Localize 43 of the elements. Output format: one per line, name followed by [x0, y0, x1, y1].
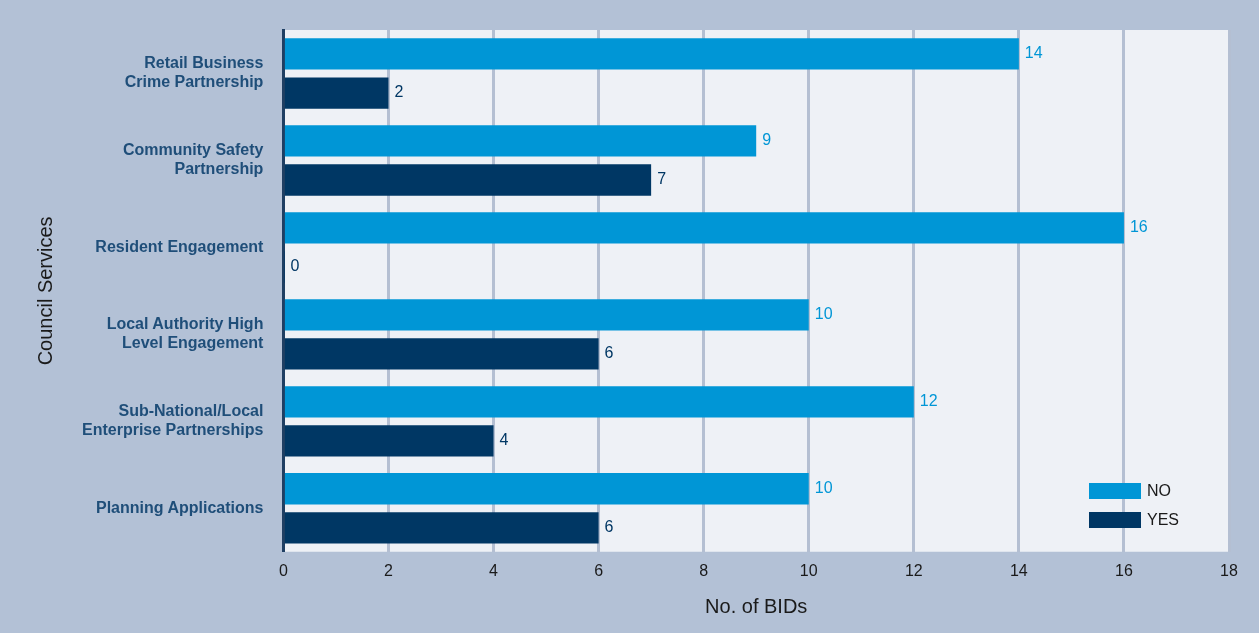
- x-tick-label: 8: [699, 561, 709, 579]
- y-tick-label: Retail Business Crime Partnership: [124, 54, 264, 91]
- x-tick-label: 6: [594, 561, 604, 579]
- y-tick-label: Resident Engagement: [95, 237, 265, 255]
- data-label: 10: [814, 305, 833, 323]
- bar: [284, 299, 809, 331]
- data-label: 7: [657, 170, 667, 188]
- bar: [284, 212, 1124, 244]
- x-tick-label: 10: [799, 561, 818, 579]
- x-tick-label: 16: [1115, 561, 1133, 579]
- data-label: 9: [762, 131, 772, 149]
- x-tick-label: 14: [1009, 561, 1028, 579]
- x-tick-label: 18: [1220, 561, 1238, 579]
- bar: [284, 164, 652, 196]
- x-tick-label: 12: [904, 561, 923, 579]
- y-tick-label: Local Authority High Level Engagement: [106, 315, 265, 352]
- y-tick-label: Community Safety Partnership: [122, 141, 264, 178]
- bar: [284, 386, 914, 418]
- data-label: 4: [499, 431, 509, 449]
- bar: [284, 338, 599, 370]
- data-label: 6: [604, 518, 614, 536]
- bar: [284, 473, 809, 505]
- bar: [284, 512, 599, 544]
- data-label: 16: [1129, 218, 1148, 236]
- legend-label: YES: [1147, 511, 1180, 530]
- data-label: 2: [394, 83, 404, 101]
- x-axis-title: No. of BIDs: [705, 594, 808, 617]
- data-label: 10: [814, 479, 833, 497]
- bar: [284, 125, 757, 157]
- x-tick-label: 4: [489, 561, 499, 579]
- bar: [284, 38, 1019, 70]
- data-label: 0: [290, 257, 300, 275]
- y-tick-label: Planning Applications: [95, 498, 264, 516]
- x-tick-label: 2: [384, 561, 394, 579]
- legend-label: NO: [1147, 482, 1171, 501]
- x-tick-label: 0: [278, 561, 288, 579]
- bar: [284, 77, 389, 109]
- data-label: 12: [919, 392, 938, 410]
- bar: [284, 425, 494, 457]
- data-label: 14: [1024, 44, 1043, 62]
- y-tick-label: Sub-National/Local Enterprise Partnerships: [81, 402, 264, 439]
- y-axis-title: Council Services: [33, 216, 56, 366]
- data-label: 6: [604, 344, 614, 362]
